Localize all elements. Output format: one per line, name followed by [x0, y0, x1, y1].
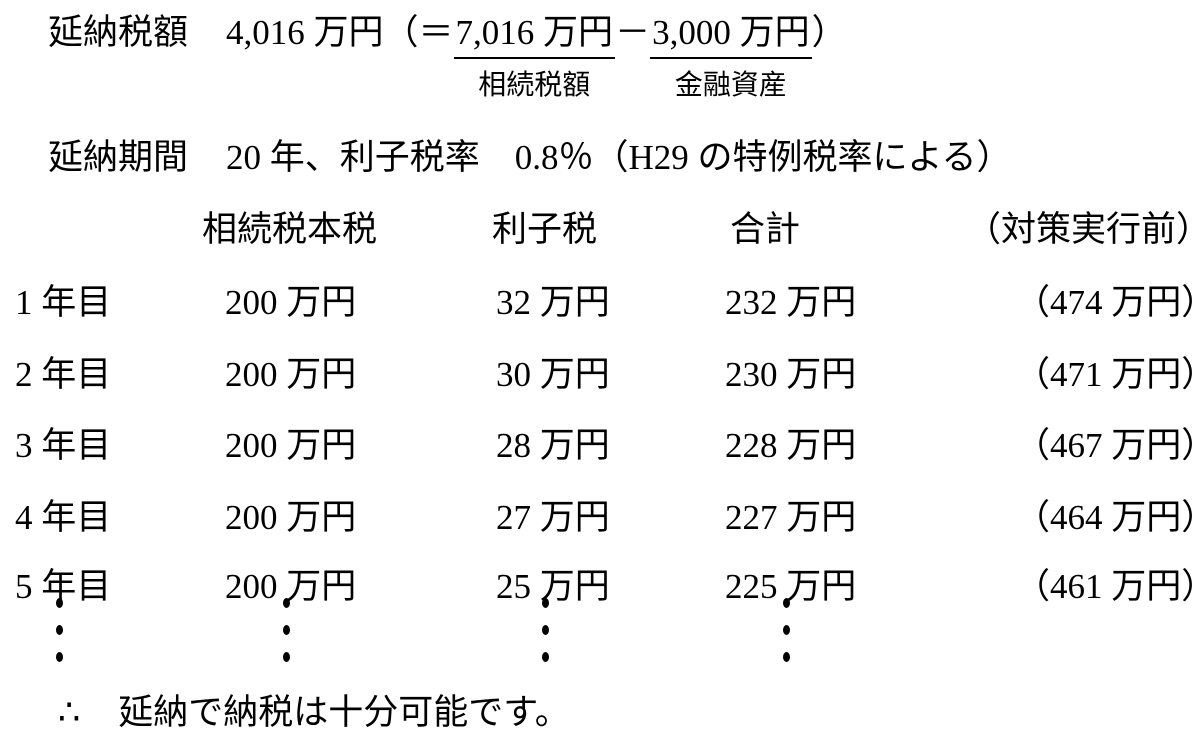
header-before-measures: （対策実行前）	[966, 210, 1200, 249]
dot-icon	[56, 652, 63, 662]
dot-icon	[283, 625, 290, 635]
cell-before-measures: （464 万円）	[1015, 498, 1200, 537]
table-row: 5 年目 200 万円 25 万円 225 万円 （461 万円）	[0, 558, 1200, 606]
formula-minus-sign: －	[615, 13, 651, 52]
cell-total: 230 万円	[725, 355, 857, 394]
cell-year: 2 年目	[15, 355, 112, 394]
cell-before-measures: （474 万円）	[1015, 283, 1200, 322]
cell-year: 3 年目	[15, 426, 112, 465]
formula-label: 延納税額	[48, 13, 189, 52]
minuend-caption: 相続税額	[478, 70, 591, 101]
cell-total: 228 万円	[725, 426, 857, 465]
cell-total: 232 万円	[725, 283, 857, 322]
header-interest: 利子税	[492, 210, 598, 249]
therefore-symbol: ∴	[58, 693, 81, 732]
cell-before-measures: （461 万円）	[1015, 567, 1200, 606]
minuend-group: 7,016 万円相続税額	[453, 12, 616, 101]
dot-icon	[56, 625, 63, 635]
header-principal: 相続税本税	[202, 210, 378, 249]
dot-icon	[542, 625, 549, 635]
dot-icon	[283, 652, 290, 662]
dot-icon	[283, 598, 290, 608]
dot-icon	[542, 652, 549, 662]
terms-detail: 20 年、利子税率 0.8％（H29 の特例税率による）	[226, 138, 1012, 177]
formula-open-equals: （＝	[383, 13, 454, 52]
cell-principal: 200 万円	[225, 567, 357, 606]
dot-icon	[783, 652, 790, 662]
dot-icon	[783, 598, 790, 608]
cell-before-measures: （471 万円）	[1015, 355, 1200, 394]
formula-subtrahend: 3,000 万円	[652, 13, 810, 52]
table-row: 4 年目 200 万円 27 万円 227 万円 （464 万円）	[0, 489, 1200, 537]
cell-principal: 200 万円	[225, 355, 357, 394]
subtrahend-caption: 金融資産	[674, 70, 787, 101]
cell-interest: 27 万円	[496, 498, 610, 537]
dot-icon	[783, 625, 790, 635]
table-row: 2 年目 200 万円 30 万円 230 万円 （471 万円）	[0, 346, 1200, 394]
cell-before-measures: （467 万円）	[1015, 426, 1200, 465]
cell-year: 5 年目	[15, 567, 112, 606]
conclusion-line: ∴ 延納で納税は十分可能です。	[58, 692, 570, 735]
cell-total: 225 万円	[725, 567, 857, 606]
continuation-dots-total	[783, 598, 790, 662]
deferred-tax-formula-line: 延納税額 4,016 万円（＝7,016 万円 相続税額 －3,000 万円 金融資産）	[48, 12, 847, 101]
cell-principal: 200 万円	[225, 498, 357, 537]
cell-principal: 200 万円	[225, 426, 357, 465]
table-row: 3 年目 200 万円 28 万円 228 万円 （467 万円）	[0, 417, 1200, 465]
continuation-dots-year	[56, 598, 63, 662]
continuation-dots-principal	[283, 598, 290, 662]
conclusion-text: 延納で納税は十分可能です。	[118, 693, 570, 732]
formula-close-paren: ）	[811, 13, 847, 52]
cell-principal: 200 万円	[225, 283, 357, 322]
cell-interest: 25 万円	[496, 567, 610, 606]
cell-year: 4 年目	[15, 498, 112, 537]
terms-line: 延納期間 20 年、利子税率 0.8％（H29 の特例税率による）	[48, 137, 1012, 180]
formula-result: 4,016 万円	[226, 13, 384, 52]
subtrahend-group: 3,000 万円金融資産	[650, 12, 812, 101]
formula-minuend: 7,016 万円	[455, 13, 614, 52]
dot-icon	[56, 598, 63, 608]
terms-label: 延納期間	[48, 138, 189, 177]
header-total: 合計	[730, 210, 801, 249]
dot-icon	[542, 598, 549, 608]
continuation-dots-interest	[542, 598, 549, 662]
cell-total: 227 万円	[725, 498, 857, 537]
cell-interest: 30 万円	[496, 355, 610, 394]
cell-interest: 32 万円	[496, 283, 610, 322]
table-header-row: 相続税本税 利子税 合計 （対策実行前）	[0, 201, 1200, 249]
cell-year: 1 年目	[15, 283, 112, 322]
table-row: 1 年目 200 万円 32 万円 232 万円 （474 万円）	[0, 274, 1200, 322]
cell-interest: 28 万円	[496, 426, 610, 465]
